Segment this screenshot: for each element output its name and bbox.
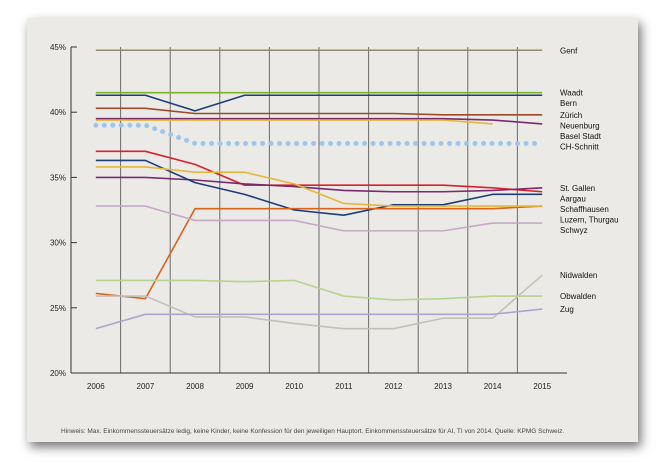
series-label: Genf [560, 46, 578, 55]
series-label: Neuenburg [560, 121, 600, 130]
y-tick-label: 40% [50, 108, 66, 117]
x-tick-label: 2015 [533, 382, 551, 391]
series-line [93, 122, 545, 146]
series-label: CH-Schnitt [560, 142, 599, 151]
series-label: Waadt [560, 89, 584, 98]
series-line [95, 117, 543, 125]
chart-card: 20% 25% 30% 35% 40% 45% 2006 2007 2008 2009 2010 20… [27, 18, 638, 442]
series-label: Schwyz [560, 226, 588, 235]
footnote: Hinweis: Max. Einkommenssteuersätze ledi… [61, 428, 565, 435]
series-line [95, 205, 543, 300]
series-label: Aargau [560, 194, 586, 203]
series-lines [93, 49, 545, 330]
y-tick-label: 25% [50, 304, 66, 313]
x-tick-label: 2006 [87, 382, 105, 391]
x-tick-label: 2009 [236, 382, 254, 391]
series-label: Bern [560, 99, 577, 108]
x-tick-label: 2011 [335, 382, 353, 391]
y-tick-label: 45% [50, 43, 66, 52]
series-line [95, 94, 543, 112]
x-tick-label: 2008 [186, 382, 204, 391]
y-tick-label: 30% [50, 239, 66, 248]
series-line [95, 119, 493, 125]
series-line [95, 308, 543, 330]
x-tick-label: 2012 [385, 382, 403, 391]
series-line [95, 107, 543, 116]
x-tick-label: 2010 [285, 382, 303, 391]
series-line [95, 150, 543, 193]
series-label: St. Gallen [560, 184, 595, 193]
series-line [95, 274, 543, 330]
y-tick-label: 35% [50, 173, 66, 182]
axes: 20% 25% 30% 35% 40% 45% 2006 2007 2008 2009 2010 20… [50, 43, 567, 391]
x-tick-label: 2014 [484, 382, 502, 391]
series-label: Zug [560, 305, 574, 314]
series-label: Obwalden [560, 292, 596, 301]
series-line [95, 205, 543, 232]
series-label: Basel Stadt [560, 132, 602, 141]
line-chart: 20% 25% 30% 35% 40% 45% 2006 2007 2008 2009 2010 20… [50, 43, 619, 391]
series-label: Nidwalden [560, 271, 597, 280]
series-line [95, 176, 543, 193]
x-tick-label: 2013 [434, 382, 452, 391]
y-tick-label: 20% [50, 369, 66, 378]
series-line [95, 166, 543, 207]
series-label: Zürich [560, 111, 582, 120]
x-tick-label: 2007 [137, 382, 155, 391]
series-label: Schaffhausen [560, 205, 609, 214]
series-label: Luzern, Thurgau [560, 215, 619, 224]
series-line [95, 159, 543, 217]
series-line [95, 279, 543, 301]
